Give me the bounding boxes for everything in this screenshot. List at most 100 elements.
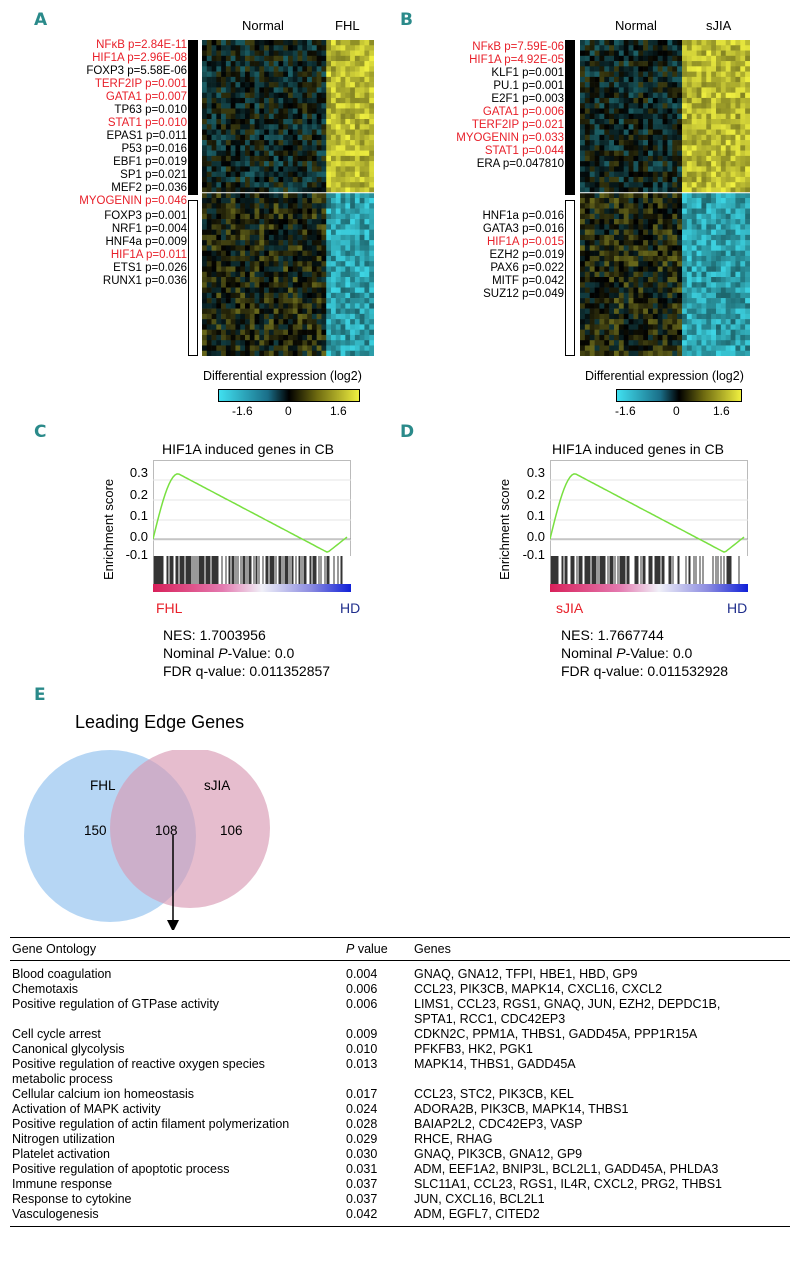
heatmap-cell [672, 171, 678, 178]
heatmap-cell [316, 203, 322, 209]
heatmap-cell [633, 97, 639, 104]
heatmap-cell [696, 140, 702, 146]
heatmap-cell [609, 282, 615, 288]
heatmap-cell [662, 345, 668, 352]
heatmap-cell [254, 198, 260, 204]
heatmap-cell [302, 145, 308, 151]
heatmap-cell [268, 277, 274, 283]
heatmap-cell [288, 129, 294, 136]
heatmap-cell [311, 261, 317, 267]
heatmap-cell [614, 350, 620, 356]
heatmap-cell [716, 140, 722, 146]
heatmap-cell [331, 303, 337, 309]
heatmap-cell [633, 155, 639, 162]
heatmap-cell [740, 187, 746, 194]
heatmap-cell [307, 119, 313, 125]
heatmap-cell [240, 192, 246, 199]
heatmap-cell [745, 187, 750, 194]
heatmap-cell [667, 219, 673, 225]
heatmap-cell [278, 229, 284, 236]
heatmap-cell [662, 50, 668, 57]
heatmap-cell [725, 282, 731, 288]
heatmap-cell [725, 287, 731, 294]
heatmap-cell [369, 345, 374, 352]
heatmap-cell [364, 234, 370, 241]
heatmap-cell [350, 129, 356, 136]
heatmap-cell [221, 198, 227, 204]
heatmap-cell [643, 134, 649, 141]
heatmap-cell [288, 176, 294, 183]
heatmap-cell [225, 219, 231, 225]
heatmap-cell [691, 345, 697, 352]
heatmap-cell [677, 245, 683, 251]
heatmap-cell [638, 345, 644, 352]
heatmap-cell [259, 292, 265, 299]
heatmap-cell [638, 198, 644, 204]
heatmap-cell [589, 255, 595, 262]
heatmap-cell [609, 198, 615, 204]
heatmap-cell [268, 245, 274, 251]
heatmap-cell [725, 292, 731, 299]
heatmap-cell [297, 224, 303, 230]
heatmap-cell [278, 308, 284, 315]
heatmap-cell [609, 266, 615, 273]
heatmap-cell [682, 240, 688, 246]
heatmap-cell [354, 329, 360, 336]
heatmap-cell [321, 350, 327, 356]
ontology-term-line: Nitrogen utilization [12, 1132, 115, 1146]
heatmap-cell [662, 298, 668, 304]
heatmap-cell [359, 50, 365, 57]
heatmap-cell [618, 61, 625, 67]
heatmap-cell [225, 271, 231, 278]
heatmap-cell [326, 303, 332, 309]
heatmap-cell [706, 66, 712, 72]
heatmap-cell [648, 103, 654, 109]
heatmap-cell [614, 140, 620, 146]
heatmap-cell [350, 329, 356, 336]
ontology-term-line: Positive regulation of actin filament po… [12, 1117, 290, 1131]
heatmap-cell [648, 92, 654, 99]
heatmap-cell [720, 245, 727, 251]
heatmap-cell [221, 66, 227, 72]
heatmap-cell [235, 245, 241, 251]
heatmap-cell [259, 208, 265, 215]
heatmap-cell [691, 208, 697, 215]
heatmap-cell [580, 282, 586, 288]
heatmap-cell [302, 245, 308, 251]
heatmap-cell [682, 76, 688, 83]
heatmap-cell [730, 287, 736, 294]
heatmap-cell [667, 271, 673, 278]
heatmap-cell [691, 234, 697, 241]
heatmap-cell [745, 192, 750, 199]
heatmap-cell [316, 319, 322, 325]
heatmap-cell [740, 313, 746, 320]
heatmap-cell [235, 55, 241, 62]
heatmap-cell [628, 61, 634, 67]
heatmap-cell [594, 240, 600, 246]
heatmap-cell [682, 313, 688, 320]
heatmap-cell [221, 92, 227, 99]
heatmap-cell [711, 50, 717, 57]
heatmap-cell [345, 140, 351, 146]
heatmap-cell [652, 87, 659, 93]
heatmap-cell [720, 298, 727, 304]
heatmap-b [580, 40, 750, 356]
heatmap-cell [599, 161, 605, 167]
heatmap-cell [211, 134, 217, 141]
heatmap-cell [321, 287, 327, 294]
heatmap-cell [278, 66, 284, 72]
heatmap-cell [326, 287, 332, 294]
heatmap-cell [648, 134, 654, 141]
heatmap-cell [667, 97, 673, 104]
heatmap-cell [302, 76, 308, 83]
heatmap-cell [614, 166, 620, 172]
heatmap-cell [307, 308, 313, 315]
heatmap-cell [364, 261, 370, 267]
venn-sjia-only-count: 106 [220, 823, 243, 838]
heatmap-cell [711, 229, 717, 236]
heatmap-cell [297, 92, 303, 99]
heatmap-cell [235, 313, 241, 320]
heatmap-cell [321, 108, 327, 115]
heatmap-cell [302, 166, 308, 172]
heatmap-cell [259, 92, 265, 99]
